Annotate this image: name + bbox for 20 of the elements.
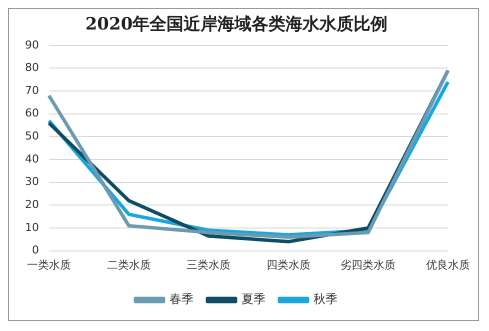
- y-tick-label: 90: [24, 38, 39, 52]
- y-tick-label: 70: [24, 84, 39, 97]
- legend-label: 春季: [170, 292, 194, 306]
- y-tick-label: 0: [32, 244, 39, 257]
- x-tick-label: 三类水质: [186, 258, 231, 272]
- y-tick-label: 80: [24, 61, 39, 74]
- y-tick-label: 10: [24, 220, 39, 234]
- y-tick-label: 30: [24, 175, 39, 188]
- x-tick-label: 二类水质: [106, 258, 151, 272]
- x-tick-label: 四类水质: [266, 258, 310, 272]
- y-tick-label: 40: [24, 152, 39, 166]
- x-tick-label: 劣四类水质: [340, 258, 396, 272]
- y-tick-label: 50: [24, 130, 39, 143]
- x-tick-label: 一类水质: [26, 258, 71, 272]
- y-tick-label: 20: [24, 198, 39, 212]
- legend-label: 夏季: [242, 292, 266, 306]
- legend-label: 秋季: [314, 292, 338, 306]
- y-tick-label: 60: [24, 106, 39, 120]
- chart-title: 2020年全国近岸海域各类海水水质比例: [85, 14, 388, 35]
- x-tick-label: 优良水质: [426, 258, 470, 272]
